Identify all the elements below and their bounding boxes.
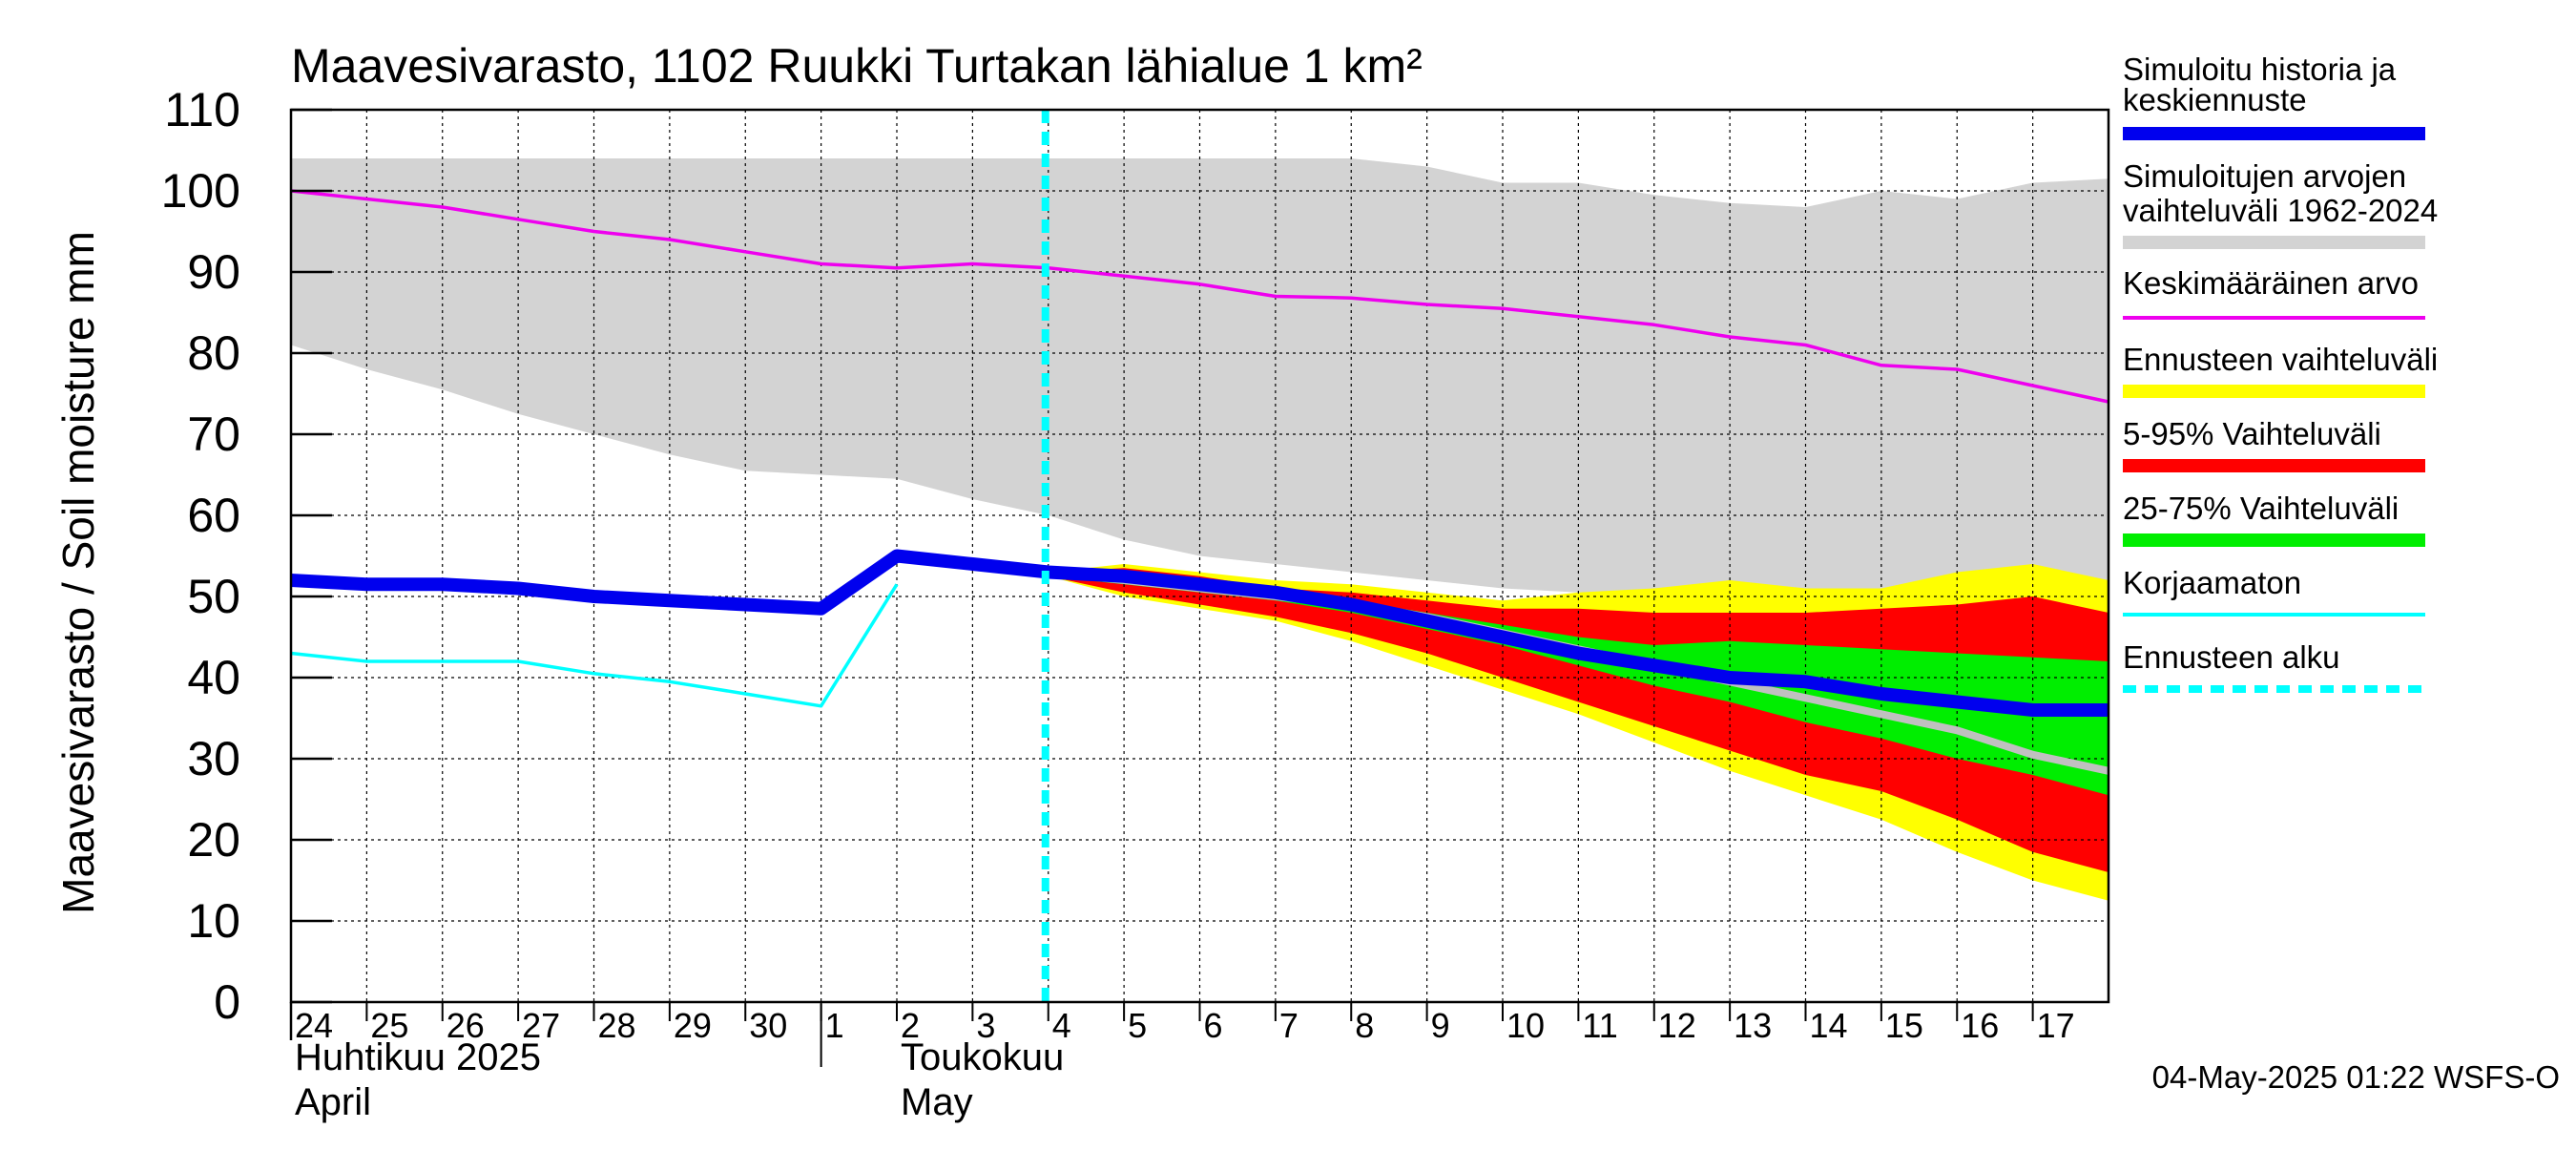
x-tick-label: 9: [1431, 1006, 1450, 1045]
y-tick-label: 0: [214, 975, 240, 1029]
legend-label: 25-75% Vaihteluväli: [2123, 491, 2399, 526]
footer-timestamp: 04-May-2025 01:22 WSFS-O: [2152, 1059, 2560, 1095]
y-tick-label: 30: [187, 732, 240, 785]
legend-label: Simuloitu historia ja: [2123, 52, 2397, 87]
y-tick-label: 70: [187, 408, 240, 461]
x-tick-label: 7: [1279, 1006, 1298, 1045]
x-tick-label: 10: [1506, 1006, 1545, 1045]
mean-value-line: [290, 189, 2109, 404]
y-tick-label: 20: [187, 813, 240, 867]
legend-label: Ennusteen vaihteluväli: [2123, 342, 2438, 377]
x-tick-label: 30: [749, 1006, 787, 1045]
legend-label: Ennusteen alku: [2123, 639, 2340, 675]
x-tick-label: 29: [674, 1006, 712, 1045]
y-tick-label: 10: [187, 894, 240, 948]
month-label-english: April: [295, 1081, 371, 1123]
month-label-finnish: Huhtikuu 2025: [295, 1036, 541, 1078]
month-label-english: May: [901, 1081, 973, 1123]
x-tick-label: 12: [1658, 1006, 1696, 1045]
x-tick-label: 1: [825, 1006, 844, 1045]
y-tick-label: 100: [161, 164, 240, 218]
x-tick-label: 4: [1052, 1006, 1071, 1045]
band-5-95: [1048, 568, 2109, 872]
x-tick-label: 27: [522, 1006, 560, 1045]
x-tick-label: 3: [976, 1006, 995, 1045]
x-tick-label: 5: [1128, 1006, 1147, 1045]
legend-label: keskiennuste: [2123, 82, 2307, 117]
x-tick-label: 25: [370, 1006, 408, 1045]
x-tick-label: 15: [1885, 1006, 1923, 1045]
chart-title: Maavesivarasto, 1102 Ruukki Turtakan läh…: [291, 39, 1423, 93]
legend-label: vaihteluväli 1962-2024: [2123, 193, 2438, 228]
x-tick-label: 14: [1810, 1006, 1848, 1045]
band-25-75: [1048, 572, 2109, 796]
y-tick-label: 50: [187, 570, 240, 623]
y-axis-label: Maavesivarasto / Soil moisture mm: [53, 231, 103, 914]
y-tick-label: 80: [187, 326, 240, 380]
x-tick-label: 24: [295, 1006, 333, 1045]
y-tick-label: 110: [164, 83, 240, 136]
x-tick-label: 16: [1961, 1006, 1999, 1045]
y-tick-label: 60: [187, 489, 240, 542]
legend-label: Keskimääräinen arvo: [2123, 265, 2419, 301]
plot-area: [290, 109, 2109, 1002]
month-label-finnish: Toukokuu: [901, 1036, 1064, 1078]
uncorrected-line: [290, 583, 899, 708]
y-tick-label: 90: [187, 245, 240, 299]
history-forecast-line: [290, 549, 2109, 717]
x-tick-label: 28: [598, 1006, 636, 1045]
x-tick-label: 11: [1582, 1006, 1617, 1045]
y-tick-label: 40: [187, 651, 240, 704]
x-tick-label: 8: [1355, 1006, 1374, 1045]
x-tick-label: 13: [1734, 1006, 1772, 1045]
legend-label: Korjaamaton: [2123, 565, 2301, 600]
x-tick-label: 17: [2037, 1006, 2075, 1045]
x-tick-label: 2: [901, 1006, 920, 1045]
legend-label: 5-95% Vaihteluväli: [2123, 416, 2381, 451]
x-tick-label: 6: [1204, 1006, 1223, 1045]
legend-label: Simuloitujen arvojen: [2123, 158, 2406, 194]
x-tick-label: 26: [447, 1006, 485, 1045]
